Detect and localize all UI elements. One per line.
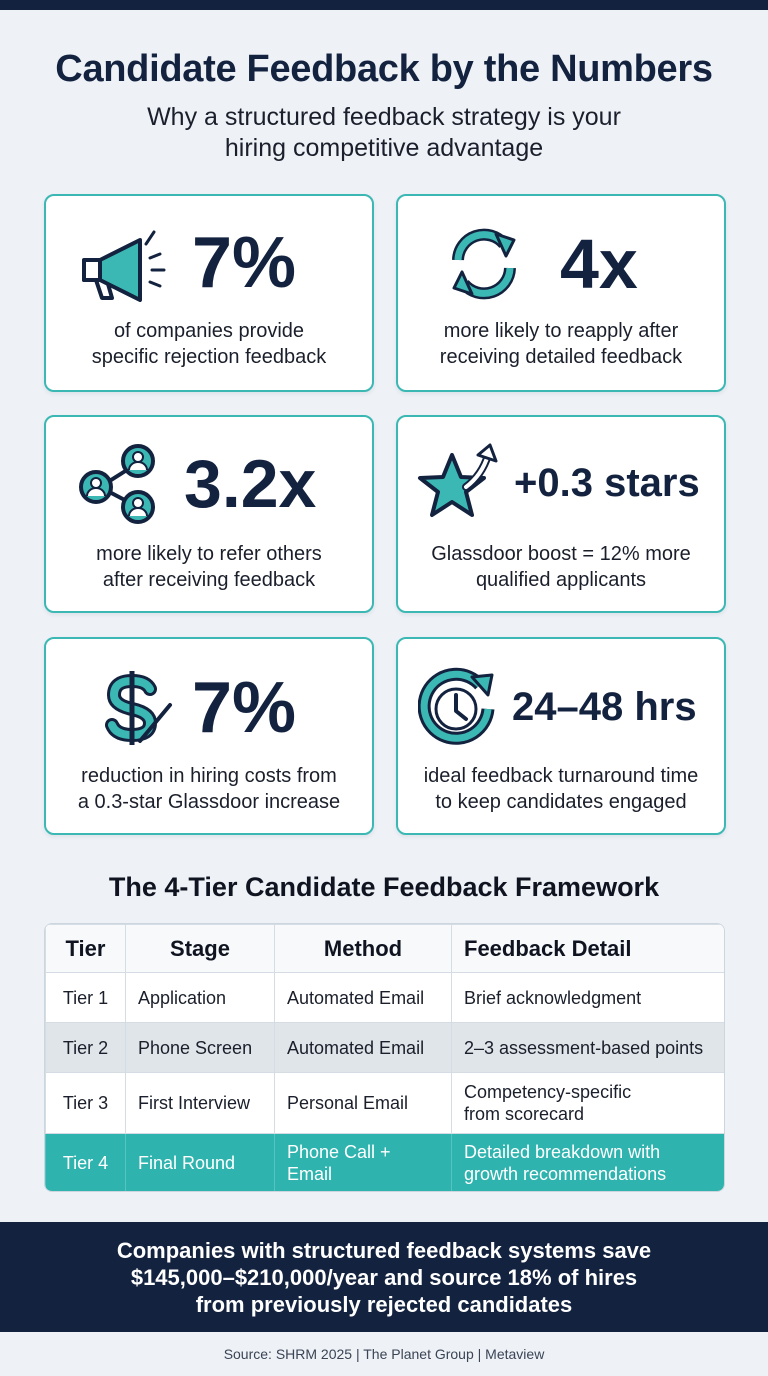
stat-description-line-1: ideal feedback turnaround time bbox=[423, 765, 699, 787]
stat-description-line-2: after receiving feedback bbox=[102, 569, 316, 591]
cell-detail-line-1: Detailed breakdown with bbox=[464, 1141, 661, 1162]
stat-value: 7% bbox=[192, 668, 297, 748]
stat-value: +0.3 stars bbox=[514, 461, 700, 505]
stat-value: 3.2x bbox=[184, 446, 317, 522]
column-header-method: Method bbox=[274, 924, 452, 973]
stat-description-line-1: more likely to reapply after bbox=[443, 320, 679, 342]
cell-method: Personal Email bbox=[274, 1072, 452, 1134]
cell-tier: Tier 2 bbox=[45, 1022, 126, 1073]
stat-description: Glassdoor boost = 12% more qualified app… bbox=[398, 541, 724, 593]
table-row: Tier 3 First Interview Personal Email Co… bbox=[45, 1072, 724, 1134]
stat-card-turnaround: 24–48 hrs ideal feedback turnaround time… bbox=[396, 637, 726, 835]
cell-stage: Final Round bbox=[125, 1133, 275, 1191]
stat-value: 4x bbox=[560, 225, 638, 303]
cell-stage: First Interview bbox=[125, 1072, 275, 1134]
network-people-icon bbox=[79, 444, 155, 524]
footer-line-3: from previously rejected candidates bbox=[195, 1292, 573, 1317]
stat-value: 24–48 hrs bbox=[512, 685, 697, 729]
table-row: Tier 1 Application Automated Email Brief… bbox=[45, 972, 724, 1023]
stat-card-companies-feedback: 7% of companies provide specific rejecti… bbox=[44, 194, 374, 392]
cell-method: Automated Email bbox=[274, 972, 452, 1023]
refresh-arrows-icon bbox=[452, 228, 516, 300]
stat-description-line-2: receiving detailed feedback bbox=[439, 346, 683, 368]
stat-description-line-2: specific rejection feedback bbox=[91, 346, 327, 368]
stat-description-line-1: reduction in hiring costs from bbox=[81, 765, 337, 787]
page-subtitle: Why a structured feedback strategy is yo… bbox=[0, 102, 768, 164]
cell-method: Automated Email bbox=[274, 1022, 452, 1073]
column-header-feedback-detail: Feedback Detail bbox=[451, 924, 724, 973]
stat-description-line-2: to keep candidates engaged bbox=[435, 791, 687, 813]
megaphone-icon bbox=[82, 230, 166, 302]
subtitle-line-1: Why a structured feedback strategy is yo… bbox=[147, 103, 621, 131]
cell-stage: Phone Screen bbox=[125, 1022, 275, 1073]
table-header-row: Tier Stage Method Feedback Detail bbox=[45, 924, 724, 973]
cell-method: Phone Call + Email bbox=[274, 1133, 452, 1191]
stat-description: ideal feedback turnaround time to keep c… bbox=[398, 763, 724, 815]
stat-description: more likely to reapply after receiving d… bbox=[398, 318, 724, 370]
stat-card-hiring-costs: 7% reduction in hiring costs from a 0.3-… bbox=[44, 637, 374, 835]
cell-detail: Brief acknowledgment bbox=[451, 972, 724, 1023]
table-row: Tier 2 Phone Screen Automated Email 2–3 … bbox=[45, 1022, 724, 1073]
stat-description: more likely to refer others after receiv… bbox=[46, 541, 372, 593]
stat-value: 7% bbox=[192, 223, 297, 303]
cell-detail: Competency-specific from scorecard bbox=[451, 1072, 724, 1134]
dollar-icon bbox=[105, 671, 172, 745]
cell-detail-line-1: Brief acknowledgment bbox=[464, 987, 642, 1008]
stat-card-referrals: 3.2x more likely to refer others after r… bbox=[44, 415, 374, 613]
stat-card-glassdoor: +0.3 stars Glassdoor boost = 12% more qu… bbox=[396, 415, 726, 613]
subtitle-line-2: hiring competitive advantage bbox=[224, 134, 544, 162]
stat-description-line-2: qualified applicants bbox=[475, 569, 647, 591]
stat-description-line-1: more likely to refer others bbox=[96, 543, 322, 565]
column-header-tier: Tier bbox=[45, 924, 126, 973]
cell-detail-line-2: growth recommendations bbox=[464, 1163, 667, 1184]
column-header-stage: Stage bbox=[125, 924, 275, 973]
table-row-highlighted: Tier 4 Final Round Phone Call + Email De… bbox=[45, 1133, 724, 1191]
clock-icon bbox=[418, 667, 495, 745]
cell-tier: Tier 3 bbox=[45, 1072, 126, 1134]
cell-tier: Tier 4 bbox=[45, 1133, 126, 1191]
page-title: Candidate Feedback by the Numbers bbox=[55, 48, 713, 90]
stat-description-line-1: of companies provide bbox=[113, 320, 305, 342]
cell-detail: 2–3 assessment-based points bbox=[451, 1022, 724, 1073]
top-bar bbox=[0, 0, 768, 10]
framework-title: The 4-Tier Candidate Feedback Framework bbox=[108, 872, 660, 902]
cell-detail-line-2: from scorecard bbox=[464, 1104, 585, 1124]
footer-line-2: $145,000–$210,000/year and source 18% of… bbox=[130, 1265, 638, 1290]
source-citation: Source: SHRM 2025 | The Planet Group | M… bbox=[223, 1346, 545, 1362]
cell-detail-line-1: 2–3 assessment-based points bbox=[464, 1037, 704, 1058]
framework-table: Tier Stage Method Feedback Detail Tier 1… bbox=[44, 923, 725, 1192]
cell-detail: Detailed breakdown with growth recommend… bbox=[451, 1133, 724, 1191]
star-arrow-icon bbox=[418, 443, 498, 517]
stat-description: of companies provide specific rejection … bbox=[46, 318, 372, 370]
cell-detail-line-1: Competency-specific bbox=[464, 1082, 632, 1102]
stat-description-line-1: Glassdoor boost = 12% more bbox=[431, 543, 691, 565]
stat-card-reapply: 4x more likely to reapply after receivin… bbox=[396, 194, 726, 392]
cell-stage: Application bbox=[125, 972, 275, 1023]
cell-tier: Tier 1 bbox=[45, 972, 126, 1023]
footer-line-1: Companies with structured feedback syste… bbox=[116, 1238, 652, 1263]
stat-description-line-2: a 0.3-star Glassdoor increase bbox=[77, 791, 341, 813]
stat-description: reduction in hiring costs from a 0.3-sta… bbox=[46, 763, 372, 815]
footer-banner: Companies with structured feedback syste… bbox=[0, 1222, 768, 1332]
